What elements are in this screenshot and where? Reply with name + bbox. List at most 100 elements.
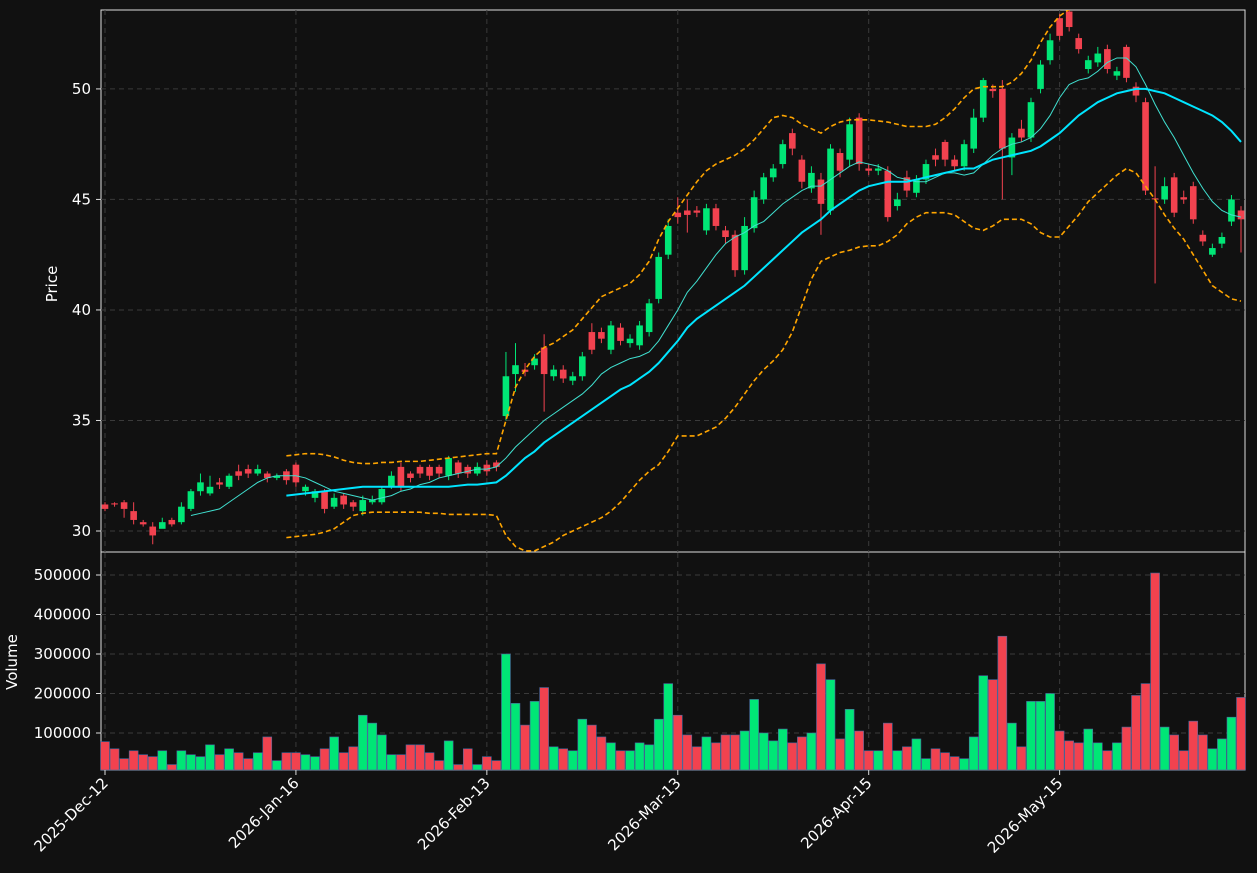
candle-body	[263, 473, 271, 478]
candle-body	[960, 144, 968, 167]
volume-bar	[587, 724, 597, 771]
overlay-line	[286, 167, 1242, 552]
candle-body	[979, 80, 987, 118]
volume-bar	[692, 746, 702, 771]
volume-bar	[768, 740, 779, 771]
volume-bar	[205, 744, 215, 771]
volume-bar	[1093, 742, 1103, 771]
candle-body	[645, 303, 653, 333]
candle-body	[187, 491, 195, 509]
candle-body	[1237, 210, 1245, 220]
volume-bar	[787, 742, 798, 771]
candle-body	[569, 376, 577, 381]
volume-bar	[682, 734, 693, 771]
volume-bar	[367, 722, 378, 771]
candle-body	[445, 458, 452, 476]
volume-bar	[1073, 742, 1084, 771]
price-panel	[100, 9, 1246, 553]
candle-body	[493, 462, 500, 467]
volume-bar	[405, 744, 416, 771]
volume-bar	[558, 748, 568, 771]
volume-bar	[1112, 742, 1122, 771]
candle-body	[368, 500, 376, 503]
volume-bar	[329, 736, 339, 771]
price-plot	[101, 10, 1245, 552]
candle-body	[1209, 248, 1216, 255]
volume-bar	[835, 738, 845, 771]
candle-body	[158, 522, 166, 529]
candle-body	[884, 170, 892, 218]
candle-body	[1228, 199, 1235, 222]
candle-body	[1104, 49, 1111, 70]
volume-bar	[739, 730, 750, 771]
volume-bar	[453, 764, 463, 771]
candle-body	[932, 155, 939, 160]
volume-bar	[567, 750, 578, 771]
volume-bar	[1169, 734, 1179, 771]
candle-body	[769, 168, 777, 178]
volume-bar	[1236, 697, 1246, 771]
candle-body	[703, 208, 710, 231]
volume-bar	[806, 732, 817, 771]
candle-body	[244, 469, 252, 474]
candle-body	[397, 466, 405, 487]
volume-bar	[338, 752, 349, 771]
volume-bar	[1150, 572, 1160, 771]
volume-bar	[930, 748, 941, 771]
volume-bar	[921, 758, 931, 771]
volume-bar	[348, 746, 358, 771]
volume-bar	[778, 728, 788, 771]
candle-body	[999, 88, 1006, 149]
candle-body	[550, 369, 557, 377]
volume-bar	[434, 760, 444, 771]
candle-body	[340, 495, 347, 505]
volume-bar	[357, 714, 368, 771]
candle-body	[206, 486, 214, 494]
volume-bar	[491, 760, 502, 771]
candle-body	[149, 526, 157, 536]
candle-body	[1018, 128, 1025, 138]
y-tick-label: 30	[72, 522, 91, 540]
candle-body	[817, 179, 825, 204]
y-tick-label: 40	[72, 301, 91, 319]
volume-bar	[1121, 726, 1132, 771]
volume-bar	[167, 764, 177, 771]
volume-bar	[711, 742, 721, 771]
x-tick-label: 2025-Dec-12	[30, 774, 111, 855]
candle-body	[1046, 40, 1054, 61]
candle-body	[874, 168, 882, 171]
volume-bar	[1045, 693, 1055, 771]
volume-bar	[940, 752, 950, 771]
volume-bar	[825, 679, 836, 771]
candle-body	[1218, 237, 1226, 244]
volume-bar	[415, 744, 425, 771]
volume-bar	[959, 758, 969, 771]
volume-bar	[1159, 726, 1170, 771]
volume-plot	[100, 553, 1246, 771]
volume-bar	[262, 736, 273, 771]
candle-body	[168, 519, 176, 525]
candle-body	[502, 376, 510, 417]
y-tick-label: 50	[72, 80, 91, 98]
candle-body	[655, 256, 662, 299]
volume-bar	[1064, 740, 1074, 771]
candle-body	[684, 210, 691, 215]
candle-body	[235, 471, 242, 476]
candle-body	[540, 347, 548, 375]
candle-body	[531, 358, 538, 366]
volume-bar	[1026, 701, 1036, 771]
volume-bar	[883, 722, 893, 771]
volume-bar	[816, 663, 826, 771]
volume-bar	[529, 701, 540, 771]
x-tick-label: 2026-Jan-16	[225, 774, 303, 852]
volume-bar	[749, 699, 759, 771]
candle-body	[101, 504, 109, 509]
candle-body	[139, 522, 147, 525]
candle-body	[1113, 71, 1121, 76]
candle-body	[579, 356, 586, 377]
volume-bar	[911, 738, 922, 771]
volume-bar	[758, 732, 769, 771]
candle-body	[865, 168, 872, 171]
